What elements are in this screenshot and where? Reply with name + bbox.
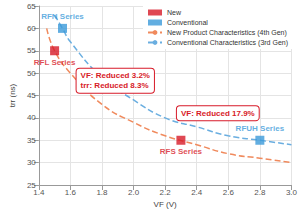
svg-text:2.4: 2.4 bbox=[191, 188, 203, 197]
svg-text:RFN Series: RFN Series bbox=[41, 12, 84, 21]
svg-text:1.4: 1.4 bbox=[33, 188, 45, 197]
svg-text:25: 25 bbox=[26, 180, 36, 190]
svg-text:1.6: 1.6 bbox=[65, 188, 77, 197]
svg-text:50: 50 bbox=[27, 69, 36, 78]
svg-text:RFS Series: RFS Series bbox=[160, 147, 203, 156]
svg-text:New: New bbox=[167, 9, 182, 16]
svg-text:New Product Characteristics (4: New Product Characteristics (4th Gen) bbox=[167, 29, 287, 37]
svg-text:VF (V): VF (V) bbox=[154, 200, 177, 209]
svg-text:55: 55 bbox=[27, 46, 36, 55]
svg-text:2.8: 2.8 bbox=[254, 188, 266, 197]
svg-text:Conventional: Conventional bbox=[167, 19, 208, 26]
svg-text:RFL Series: RFL Series bbox=[34, 58, 76, 67]
svg-text:3.0: 3.0 bbox=[286, 188, 298, 197]
svg-text:65: 65 bbox=[27, 2, 36, 11]
svg-text:Conventional Characteristics (: Conventional Characteristics (3rd Gen) bbox=[167, 39, 288, 47]
svg-text:trr: Reduced 8.3%: trr: Reduced 8.3% bbox=[81, 81, 149, 90]
svg-text:2.6: 2.6 bbox=[223, 188, 235, 197]
svg-text:60: 60 bbox=[27, 24, 36, 33]
svg-text:2.0: 2.0 bbox=[128, 188, 140, 197]
svg-text:30: 30 bbox=[27, 158, 36, 167]
svg-text:45: 45 bbox=[27, 91, 36, 100]
svg-text:35: 35 bbox=[27, 136, 36, 145]
svg-text:40: 40 bbox=[27, 113, 36, 122]
svg-text:VF: Reduced 3.2%: VF: Reduced 3.2% bbox=[81, 71, 150, 80]
svg-text:trr (ns): trr (ns) bbox=[8, 83, 17, 107]
svg-text:VF: Reduced 17.9%: VF: Reduced 17.9% bbox=[181, 109, 255, 118]
svg-text:2.2: 2.2 bbox=[160, 188, 172, 197]
svg-text:RFUH Series: RFUH Series bbox=[236, 124, 285, 133]
svg-text:1.8: 1.8 bbox=[96, 188, 108, 197]
